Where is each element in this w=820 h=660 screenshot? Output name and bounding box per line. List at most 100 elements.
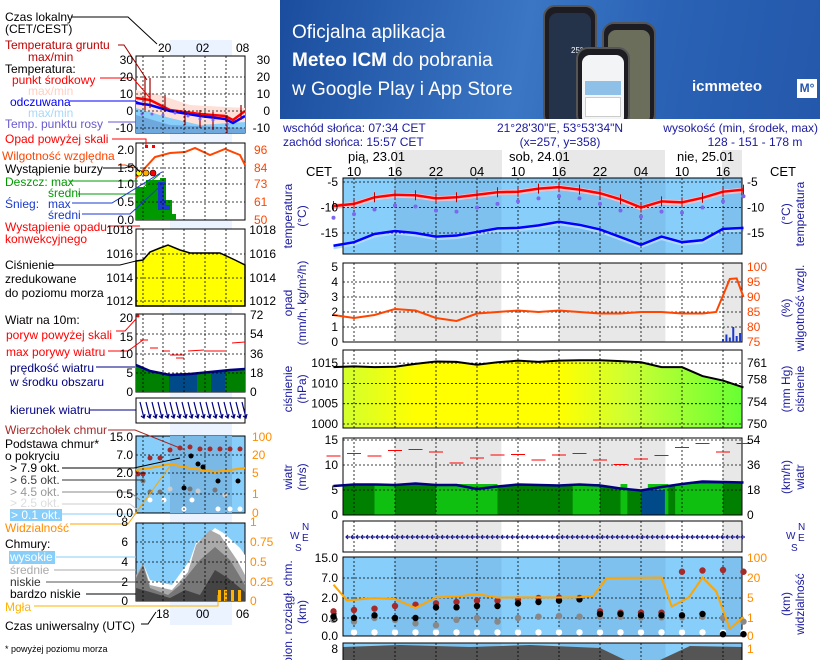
precip-bar	[739, 333, 742, 342]
wind-arrow	[625, 534, 630, 540]
grid-coordinates: (x=257, y=358)	[520, 135, 601, 149]
wind-arrow	[680, 534, 685, 540]
dew-point-dot	[516, 199, 520, 204]
fog-tick: 0.75	[250, 535, 274, 549]
precip-bar	[728, 337, 731, 342]
cloud-base-dot-4-5	[740, 618, 747, 625]
wind-arrow	[450, 534, 455, 540]
cloud-base-dot-7-9	[596, 610, 604, 618]
hour-label: 10	[347, 164, 361, 179]
dew-point-dot	[721, 199, 725, 204]
cloud-base-dot-7-9	[514, 600, 522, 607]
cloud-base-dot-7-9	[371, 612, 378, 619]
wind-arrow	[580, 534, 585, 540]
wind-arrow	[193, 401, 200, 419]
temp-tick-right: -5	[747, 175, 758, 189]
cloud-tick: 0.5	[116, 487, 133, 501]
cloud-base-dot-4-5	[473, 614, 481, 622]
temp-tick-right: 30	[257, 53, 271, 67]
wind-arrow	[645, 534, 650, 540]
cloud-base-dot-0-1	[371, 629, 378, 636]
hour-label: 10	[511, 164, 525, 179]
wind-arrow	[175, 401, 182, 419]
visibility-line	[332, 575, 745, 631]
cloud-base-dot-7-9	[330, 613, 337, 620]
cloud-base-dot-4-5	[453, 616, 460, 623]
cover-tick: 4	[121, 555, 128, 569]
cloud-base-dot-0-1	[350, 629, 358, 636]
cloud-base-dot-4-5	[432, 622, 440, 629]
ground-temp-label: Temperatura gruntu	[5, 38, 110, 52]
wind-arrow	[515, 534, 520, 540]
temp-tick: -10	[116, 121, 134, 135]
okt-4-5-label: > 4.5 okt.	[10, 485, 60, 499]
temp-tick-right: -10	[253, 121, 271, 135]
dew-point-dot	[680, 210, 684, 215]
cloud-tick: 7.0	[116, 448, 133, 462]
wind-arrow	[181, 401, 188, 419]
cover-tick: 8	[121, 515, 128, 529]
fog-tick: 1	[747, 642, 754, 656]
cloud-base-dot-7-9	[740, 631, 747, 638]
humidity-tick: 61	[254, 195, 268, 209]
cover-tick: 8	[331, 642, 338, 656]
banner-line-1: Oficjalna aplikacja	[292, 22, 446, 43]
cloud-top-dot	[330, 608, 337, 615]
legend-wind-chart	[135, 313, 246, 393]
wind-title: Wiatr na 10m:	[5, 313, 80, 327]
dew-point-dot	[331, 215, 336, 220]
wind-arrow	[365, 534, 370, 540]
wind-tick: 0	[126, 385, 133, 399]
app-promo-banner[interactable]: Oficjalna aplikacja Meteo ICM do pobrani…	[280, 0, 820, 119]
top-hour-2: 02	[196, 41, 210, 55]
wind-arrow	[520, 534, 525, 540]
wind-light-band	[675, 484, 723, 515]
wind-arrow	[735, 534, 740, 540]
wind-arrow	[375, 534, 380, 540]
gust-max-label: max porywy wiatru	[6, 345, 105, 359]
cover-tick: 2	[121, 575, 128, 589]
precip-over-label: Opad powyżej skali	[5, 132, 108, 146]
local-time-label: Czas lokalny	[5, 10, 73, 24]
storm-label: Wystąpienie burzy	[5, 162, 103, 176]
dew-point-dot	[393, 203, 397, 208]
temperature-label: Temperatura:	[5, 62, 76, 76]
wind-tick: 10	[325, 458, 339, 472]
wind-arrow	[380, 534, 385, 540]
dew-point-dot	[495, 201, 500, 206]
night-band	[394, 178, 502, 254]
precip-tick: 0	[331, 335, 338, 349]
wind-arrow	[535, 534, 540, 540]
wind-tick-kmh: 54	[250, 327, 264, 341]
wind-arrow	[420, 534, 425, 540]
wind-tick-kmh: 0	[747, 508, 754, 522]
wind-arrow	[660, 534, 665, 540]
wind-arrow	[370, 534, 375, 540]
cloud-base-dot-7-9	[699, 610, 706, 618]
wind-arrow	[163, 401, 170, 419]
wind-tick-kmh: 0	[250, 385, 257, 399]
storm-markers	[135, 145, 157, 177]
humidity-tick: 95	[747, 275, 761, 289]
wind-arrow	[355, 534, 360, 540]
wind-arrow	[550, 534, 555, 540]
cloud-base-dot-7-9	[432, 604, 440, 611]
pressure-axis-label-right: ciśnienie	[793, 365, 807, 412]
wind-speed-label-2: w środku obszaru	[9, 375, 104, 389]
wind-arrow	[235, 401, 242, 419]
dew-point-dot	[577, 196, 582, 201]
cloud-top-dot	[350, 606, 358, 614]
day-label-2: sob, 24.01	[509, 149, 570, 164]
hour-label: 16	[716, 164, 730, 179]
top-hour-1: 20	[158, 41, 172, 55]
cover-tick: 0	[121, 594, 128, 608]
banner-line-2-rest: do pobrania	[387, 50, 493, 71]
cloud-base-label-2: o pokryciu	[5, 449, 60, 463]
hour-label: 16	[552, 164, 566, 179]
wind-arrow	[525, 534, 530, 540]
sunrise: wschód słońca: 07:34 CET	[282, 121, 426, 135]
wind-arrow	[650, 534, 655, 540]
plot-frame	[342, 642, 743, 660]
